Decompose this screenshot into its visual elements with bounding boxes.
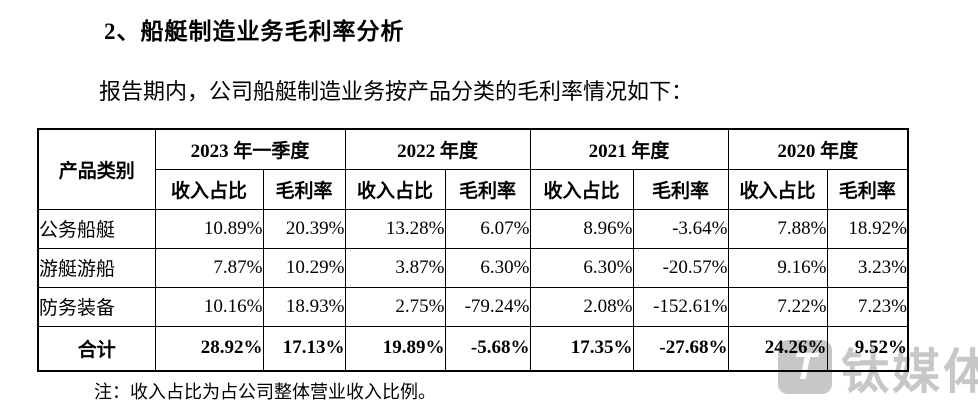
cell-value: 17.35% <box>529 325 634 372</box>
cell-value: 6.30% <box>529 247 634 288</box>
row-label: 公务船艇 <box>37 208 156 249</box>
cell-value: 3.87% <box>344 247 446 288</box>
cell-value: -20.57% <box>632 247 729 288</box>
table-row-official-boats: 公务船艇 10.89% 20.39% 13.28% 6.07% 8.96% -3… <box>37 208 909 249</box>
row-label-total: 合计 <box>37 325 156 372</box>
table-row-yachts: 游艇游船 7.87% 10.29% 3.87% 6.30% 6.30% -20.… <box>37 247 909 288</box>
cell-value: -3.64% <box>632 208 729 249</box>
cell-value: 18.92% <box>826 208 909 249</box>
cell-value: 20.39% <box>262 208 346 249</box>
col-header-2020: 2020 年度 <box>727 128 909 170</box>
cell-value: 19.89% <box>344 325 446 372</box>
gross-margin-table: 产品类别 2023 年一季度 2022 年度 2021 年度 2020 年度 收… <box>37 128 909 372</box>
cell-value: 6.30% <box>444 247 531 288</box>
cell-value: 7.88% <box>727 208 828 249</box>
cell-value: -152.61% <box>632 286 729 327</box>
intro-paragraph: 报告期内，公司船艇制造业务按产品分类的毛利率情况如下： <box>99 79 694 104</box>
row-label: 游艇游船 <box>37 247 156 288</box>
row-label: 防务装备 <box>37 286 156 327</box>
footnote: 注：收入占比为占公司整体营业收入比例。 <box>94 382 436 402</box>
subheader-revenue-share-2020: 收入占比 <box>727 168 828 210</box>
cell-value: 7.22% <box>727 286 828 327</box>
cell-value: 10.16% <box>154 286 264 327</box>
cell-value: -5.68% <box>444 325 531 372</box>
cell-value: -79.24% <box>444 286 531 327</box>
cell-value: 13.28% <box>344 208 446 249</box>
table-row-total: 合计 28.92% 17.13% 19.89% -5.68% 17.35% -2… <box>37 325 909 372</box>
cell-value: 28.92% <box>154 325 264 372</box>
cell-value: 8.96% <box>529 208 634 249</box>
cell-value: 24.26% <box>727 325 828 372</box>
section-title: 2、船艇制造业务毛利率分析 <box>104 19 405 44</box>
cell-value: 7.23% <box>826 286 909 327</box>
cell-value: -27.68% <box>632 325 729 372</box>
subheader-revenue-share-2022: 收入占比 <box>344 168 446 210</box>
subheader-revenue-share-2023: 收入占比 <box>154 168 264 210</box>
subheader-gross-margin-2021: 毛利率 <box>632 168 729 210</box>
subheader-revenue-share-2021: 收入占比 <box>529 168 634 210</box>
cell-value: 10.89% <box>154 208 264 249</box>
cell-value: 9.16% <box>727 247 828 288</box>
cell-value: 7.87% <box>154 247 264 288</box>
cell-value: 3.23% <box>826 247 909 288</box>
subheader-gross-margin-2023: 毛利率 <box>262 168 346 210</box>
cell-value: 17.13% <box>262 325 346 372</box>
cell-value: 10.29% <box>262 247 346 288</box>
table-header-period-row: 产品类别 2023 年一季度 2022 年度 2021 年度 2020 年度 <box>37 128 909 210</box>
col-header-2023-q1: 2023 年一季度 <box>154 128 346 170</box>
cell-value: 9.52% <box>826 325 909 372</box>
col-header-2021: 2021 年度 <box>529 128 729 170</box>
cell-value: 18.93% <box>262 286 346 327</box>
cell-value: 2.75% <box>344 286 446 327</box>
col-header-product-category: 产品类别 <box>37 128 156 210</box>
cell-value: 6.07% <box>444 208 531 249</box>
cell-value: 2.08% <box>529 286 634 327</box>
table-header-sub-row: 收入占比 毛利率 收入占比 毛利率 收入占比 毛利率 收入占比 毛利率 <box>38 168 909 210</box>
subheader-gross-margin-2020: 毛利率 <box>826 168 909 210</box>
subheader-gross-margin-2022: 毛利率 <box>444 168 531 210</box>
col-header-2022: 2022 年度 <box>344 128 531 170</box>
table-row-defense-equipment: 防务装备 10.16% 18.93% 2.75% -79.24% 2.08% -… <box>37 286 909 327</box>
